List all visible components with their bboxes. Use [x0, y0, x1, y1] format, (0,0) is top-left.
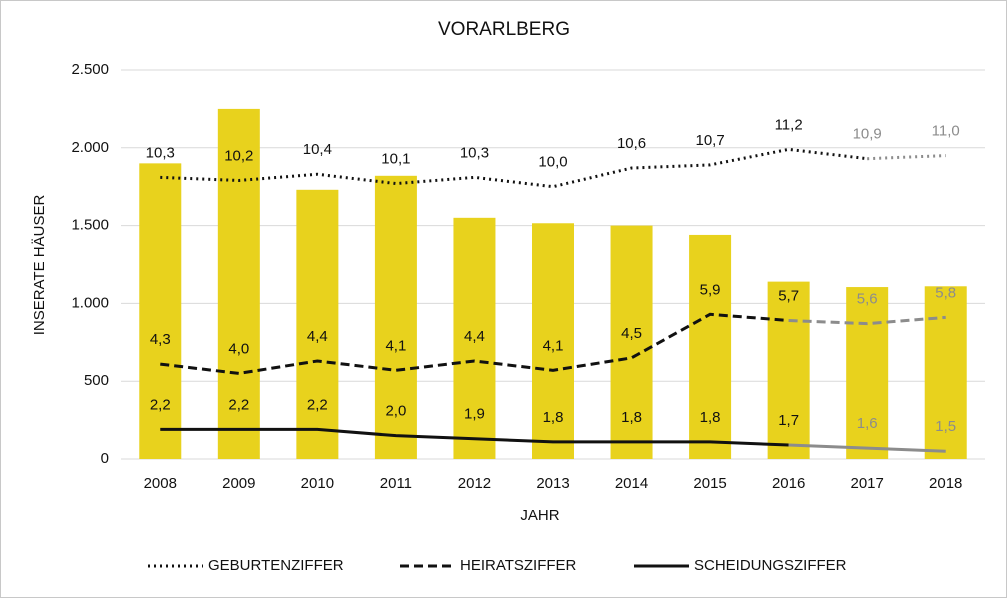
- data-label: 1,7: [778, 412, 799, 429]
- y-tick-label: 2.500: [71, 61, 109, 78]
- data-label: 5,6: [857, 291, 878, 308]
- x-tick-label: 2018: [929, 475, 962, 492]
- x-tick-label: 2009: [222, 475, 255, 492]
- data-label: 2,0: [385, 403, 406, 420]
- series-line: [788, 315, 946, 326]
- data-label: 2,2: [228, 396, 249, 413]
- y-axis-title: INSERATE HÄUSER: [31, 195, 48, 336]
- bar: [217, 108, 260, 460]
- y-tick-label: 2.000: [71, 139, 109, 156]
- legend-label: SCHEIDUNGSZIFFER: [694, 557, 847, 574]
- x-tick-label: 2016: [772, 475, 805, 492]
- x-tick-label: 2012: [458, 475, 491, 492]
- series-line: [788, 443, 946, 453]
- data-label: 2,2: [150, 396, 171, 413]
- x-tick-label: 2010: [301, 475, 334, 492]
- data-label: 10,3: [146, 144, 175, 161]
- chart-title: VORARLBERG: [438, 19, 570, 40]
- data-label: 10,1: [381, 151, 410, 168]
- x-tick-label: 2008: [144, 475, 177, 492]
- data-label: 4,4: [464, 328, 485, 345]
- data-label: 10,0: [538, 154, 567, 171]
- x-tick-label: 2017: [850, 475, 883, 492]
- data-label: 1,8: [543, 409, 564, 426]
- data-label: 10,6: [617, 135, 646, 152]
- series-line: [160, 312, 789, 375]
- x-axis-title: JAHR: [520, 507, 559, 524]
- series-line: [160, 427, 789, 447]
- legend-label: GEBURTENZIFFER: [208, 557, 344, 574]
- data-label: 5,7: [778, 287, 799, 304]
- bar: [453, 217, 496, 459]
- data-label: 4,5: [621, 325, 642, 342]
- data-label: 2,2: [307, 396, 328, 413]
- bar: [296, 189, 339, 459]
- bar: [532, 223, 574, 459]
- y-tick-label: 0: [101, 450, 109, 467]
- data-label: 4,4: [307, 328, 328, 345]
- data-label: 10,7: [695, 132, 724, 149]
- data-label: 1,5: [935, 418, 956, 435]
- bar: [374, 175, 417, 460]
- data-label: 1,9: [464, 406, 485, 423]
- data-label: 1,6: [857, 415, 878, 432]
- y-tick-label: 1.500: [71, 217, 109, 234]
- bar: [846, 287, 889, 459]
- data-label: 11,2: [775, 116, 803, 133]
- bar: [139, 163, 182, 460]
- y-tick-label: 500: [84, 372, 109, 389]
- data-label: 10,9: [853, 126, 882, 143]
- legend-label: HEIRATSZIFFER: [460, 557, 577, 574]
- y-tick-label: 1.000: [71, 294, 109, 311]
- x-tick-label: 2014: [615, 475, 648, 492]
- bar: [689, 234, 732, 459]
- bar: [924, 286, 967, 459]
- data-label: 11,0: [932, 123, 960, 140]
- x-tick-label: 2013: [536, 475, 569, 492]
- data-label: 10,2: [224, 147, 253, 164]
- series-line: [160, 147, 868, 189]
- bar: [610, 225, 653, 459]
- data-label: 4,3: [150, 331, 171, 348]
- data-label: 4,1: [385, 337, 406, 354]
- x-tick-label: 2015: [693, 475, 726, 492]
- data-label: 1,8: [700, 409, 721, 426]
- x-tick-label: 2011: [380, 475, 412, 492]
- series-line: [867, 154, 946, 161]
- data-label: 1,8: [621, 409, 642, 426]
- data-label: 5,9: [700, 281, 721, 298]
- data-label: 4,0: [228, 340, 249, 357]
- bar: [767, 281, 810, 459]
- data-label: 5,8: [935, 284, 956, 301]
- data-label: 10,4: [303, 141, 332, 158]
- data-label: 4,1: [543, 337, 564, 354]
- data-label: 10,3: [460, 144, 489, 161]
